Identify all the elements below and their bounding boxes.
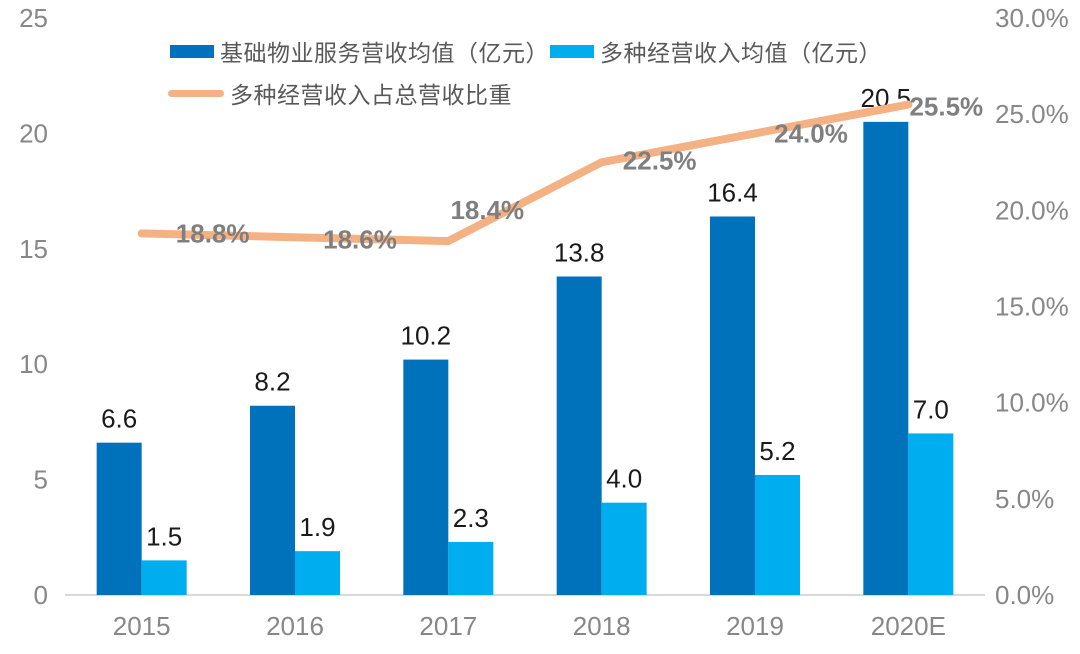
line-value-label-2015: 18.8% — [176, 218, 250, 248]
left-axis-tick-0: 0 — [34, 580, 48, 610]
bar-diversified-revenue-2020E — [908, 433, 954, 595]
legend-label-diversified-revenue: 多种经营收入均值（亿元） — [600, 40, 882, 66]
bar-value-label-diversified-revenue-2019: 5.2 — [759, 436, 795, 466]
left-axis-tick-25: 25 — [19, 3, 48, 33]
x-axis-label-2019: 2019 — [726, 611, 784, 641]
legend-label-base-property-revenue: 基础物业服务营收均值（亿元） — [220, 40, 549, 66]
x-axis-label-2017: 2017 — [419, 611, 477, 641]
x-axis-label-2020E: 2020E — [871, 611, 946, 641]
line-value-label-2017: 18.4% — [450, 195, 524, 225]
left-axis-tick-20: 20 — [19, 118, 48, 148]
bar-value-label-diversified-revenue-2017: 2.3 — [453, 503, 489, 533]
right-axis-tick-30.0%: 30.0% — [995, 3, 1069, 33]
bar-diversified-revenue-2018 — [601, 502, 647, 595]
bar-base-property-revenue-2019 — [710, 216, 755, 595]
bar-base-property-revenue-2018 — [556, 276, 602, 595]
x-axis-label-2016: 2016 — [266, 611, 324, 641]
line-value-label-2020E: 25.5% — [909, 92, 983, 122]
bar-value-label-diversified-revenue-2015: 1.5 — [146, 521, 182, 551]
bar-diversified-revenue-2016 — [295, 551, 340, 595]
bar-value-label-base-property-revenue-2017: 10.2 — [401, 321, 452, 351]
x-axis-label-2018: 2018 — [573, 611, 631, 641]
left-axis-tick-5: 5 — [34, 465, 48, 495]
right-axis-tick-15.0%: 15.0% — [995, 292, 1069, 322]
left-axis-tick-10: 10 — [19, 349, 48, 379]
bar-value-label-diversified-revenue-2016: 1.9 — [299, 512, 335, 542]
bar-base-property-revenue-2020E — [863, 121, 909, 596]
bar-value-label-base-property-revenue-2015: 6.6 — [101, 404, 137, 434]
bar-diversified-revenue-2019 — [755, 474, 800, 595]
legend-swatch-diversified-revenue — [550, 44, 594, 58]
legend-swatch-base-property-revenue — [170, 44, 214, 58]
x-axis-label-2015: 2015 — [113, 611, 171, 641]
bar-base-property-revenue-2016 — [250, 405, 295, 595]
right-axis-tick-25.0%: 25.0% — [995, 99, 1069, 129]
legend-item-revenue-ratio-line: 多种经营收入占总营收比重 — [168, 76, 512, 110]
bar-value-label-diversified-revenue-2018: 4.0 — [606, 464, 642, 494]
legend-swatch-revenue-ratio-line — [168, 89, 224, 97]
bar-value-label-base-property-revenue-2019: 16.4 — [707, 177, 758, 207]
legend-item-base-property-revenue: 基础物业服务营收均值（亿元） — [170, 34, 549, 68]
bar-diversified-revenue-2017 — [448, 541, 494, 595]
left-axis-tick-15: 15 — [19, 234, 48, 264]
legend-label-revenue-ratio-line: 多种经营收入占总营收比重 — [230, 82, 512, 108]
bar-base-property-revenue-2015 — [96, 442, 142, 595]
bar-value-label-base-property-revenue-2018: 13.8 — [554, 237, 605, 267]
right-axis-tick-0.0%: 0.0% — [995, 580, 1054, 610]
legend-item-diversified-revenue: 多种经营收入均值（亿元） — [550, 34, 882, 68]
line-value-label-2016: 18.6% — [323, 224, 397, 254]
right-axis-tick-10.0%: 10.0% — [995, 388, 1069, 418]
revenue-ratio-line — [137, 100, 913, 246]
bar-value-label-base-property-revenue-2016: 8.2 — [254, 367, 290, 397]
line-value-label-2018: 22.5% — [623, 145, 697, 175]
bar-diversified-revenue-2015 — [141, 560, 187, 595]
right-axis-tick-20.0%: 20.0% — [995, 195, 1069, 225]
bar-value-label-diversified-revenue-2020E: 7.0 — [913, 394, 949, 424]
right-axis-tick-5.0%: 5.0% — [995, 484, 1054, 514]
bar-base-property-revenue-2017 — [403, 359, 449, 595]
line-value-label-2019: 24.0% — [774, 118, 848, 148]
